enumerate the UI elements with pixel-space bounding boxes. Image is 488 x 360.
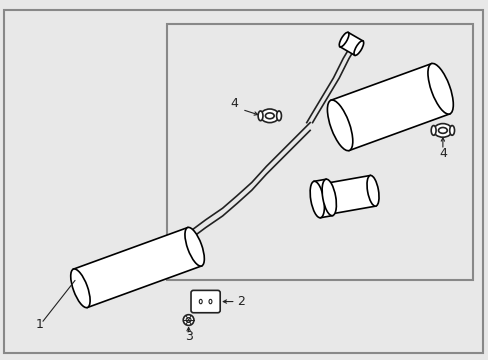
Text: 1: 1 — [35, 318, 43, 331]
Ellipse shape — [430, 126, 435, 135]
Polygon shape — [73, 228, 201, 307]
Ellipse shape — [327, 100, 352, 151]
Polygon shape — [339, 32, 362, 55]
Text: 3: 3 — [184, 330, 192, 343]
Ellipse shape — [208, 300, 211, 304]
Polygon shape — [326, 175, 375, 214]
Text: 4: 4 — [229, 97, 237, 110]
Ellipse shape — [339, 32, 348, 47]
Ellipse shape — [184, 228, 204, 266]
Ellipse shape — [353, 41, 363, 55]
Ellipse shape — [427, 63, 452, 114]
Polygon shape — [330, 64, 449, 150]
Ellipse shape — [323, 183, 335, 214]
Bar — [166, 24, 472, 280]
Ellipse shape — [199, 300, 202, 304]
Ellipse shape — [309, 181, 324, 218]
Text: 2: 2 — [237, 295, 244, 308]
Ellipse shape — [276, 111, 281, 121]
Ellipse shape — [258, 111, 263, 121]
Polygon shape — [313, 179, 332, 218]
Ellipse shape — [265, 113, 274, 119]
Ellipse shape — [186, 318, 191, 323]
Ellipse shape — [449, 126, 454, 135]
FancyBboxPatch shape — [191, 291, 220, 313]
Ellipse shape — [322, 179, 336, 216]
Ellipse shape — [183, 315, 194, 325]
Text: 4: 4 — [438, 147, 446, 160]
Ellipse shape — [260, 109, 279, 123]
Ellipse shape — [71, 269, 90, 308]
Ellipse shape — [438, 127, 447, 133]
Ellipse shape — [433, 123, 451, 137]
Ellipse shape — [366, 175, 378, 206]
